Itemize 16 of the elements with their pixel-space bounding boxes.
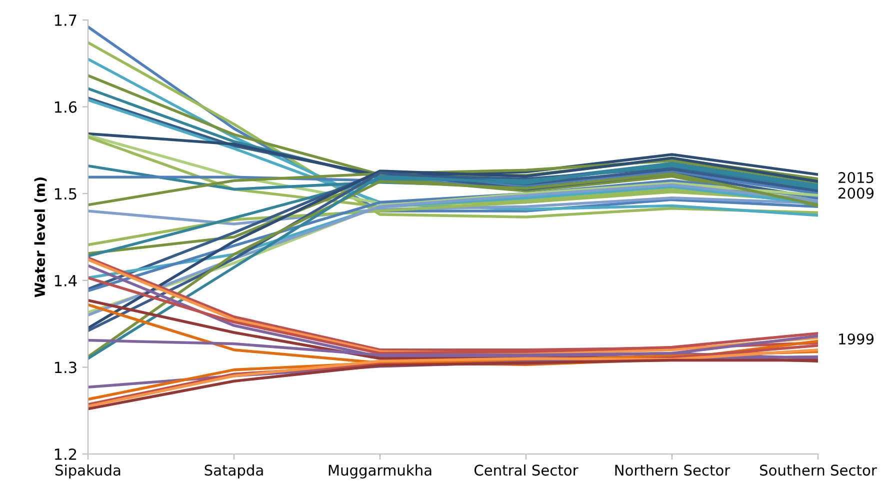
y-tick-label: 1.7 [54,14,76,26]
x-tick-label: Northern Sector [615,464,730,476]
x-tick-label: Sipakuda [55,464,120,479]
annotation: 2009 [838,188,874,199]
annotation: 2015 [838,172,874,184]
y-axis-title: Water level (m) [34,178,47,298]
x-tick-label: Satapda [204,464,263,479]
y-tick-label: 1.3 [54,362,76,374]
x-tick-label: Muggarmukha [328,464,432,479]
y-tick-label: 1.2 [54,448,76,460]
x-tick-label: Central Sector [474,464,578,476]
y-tick-label: 1.6 [54,101,77,113]
annotation: 1999 [839,333,874,345]
y-tick-label: 1.4 [54,275,77,286]
y-tick-label: 1.5 [54,188,76,200]
x-tick-label: Southern Sector [760,464,877,476]
